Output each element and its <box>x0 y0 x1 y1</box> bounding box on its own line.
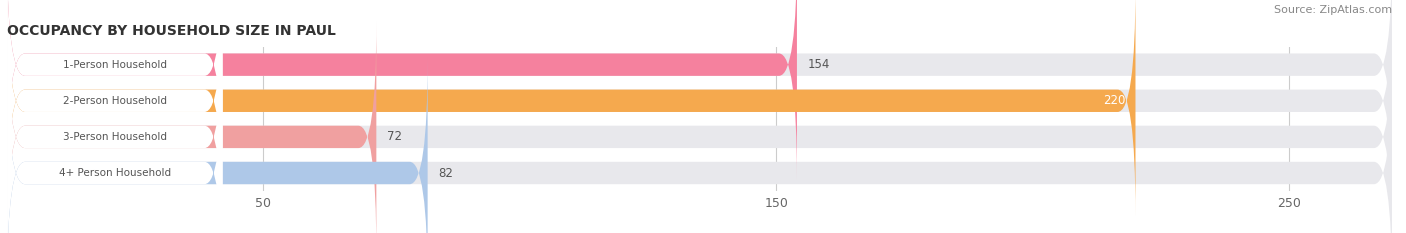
FancyBboxPatch shape <box>7 0 1392 180</box>
Text: Source: ZipAtlas.com: Source: ZipAtlas.com <box>1274 5 1392 15</box>
FancyBboxPatch shape <box>7 0 797 180</box>
FancyBboxPatch shape <box>7 22 1392 233</box>
Text: 2-Person Household: 2-Person Household <box>63 96 167 106</box>
Text: 82: 82 <box>437 167 453 179</box>
Text: 220: 220 <box>1102 94 1125 107</box>
FancyBboxPatch shape <box>7 58 427 233</box>
Text: OCCUPANCY BY HOUSEHOLD SIZE IN PAUL: OCCUPANCY BY HOUSEHOLD SIZE IN PAUL <box>7 24 336 38</box>
Text: 1-Person Household: 1-Person Household <box>63 60 167 70</box>
Text: 4+ Person Household: 4+ Person Household <box>59 168 170 178</box>
FancyBboxPatch shape <box>7 0 1136 216</box>
FancyBboxPatch shape <box>7 0 1392 216</box>
FancyBboxPatch shape <box>7 0 222 216</box>
FancyBboxPatch shape <box>7 58 222 233</box>
FancyBboxPatch shape <box>7 58 1392 233</box>
Text: 3-Person Household: 3-Person Household <box>63 132 167 142</box>
FancyBboxPatch shape <box>7 0 222 180</box>
Text: 72: 72 <box>387 130 402 143</box>
FancyBboxPatch shape <box>7 22 222 233</box>
Text: 154: 154 <box>807 58 830 71</box>
FancyBboxPatch shape <box>7 22 377 233</box>
